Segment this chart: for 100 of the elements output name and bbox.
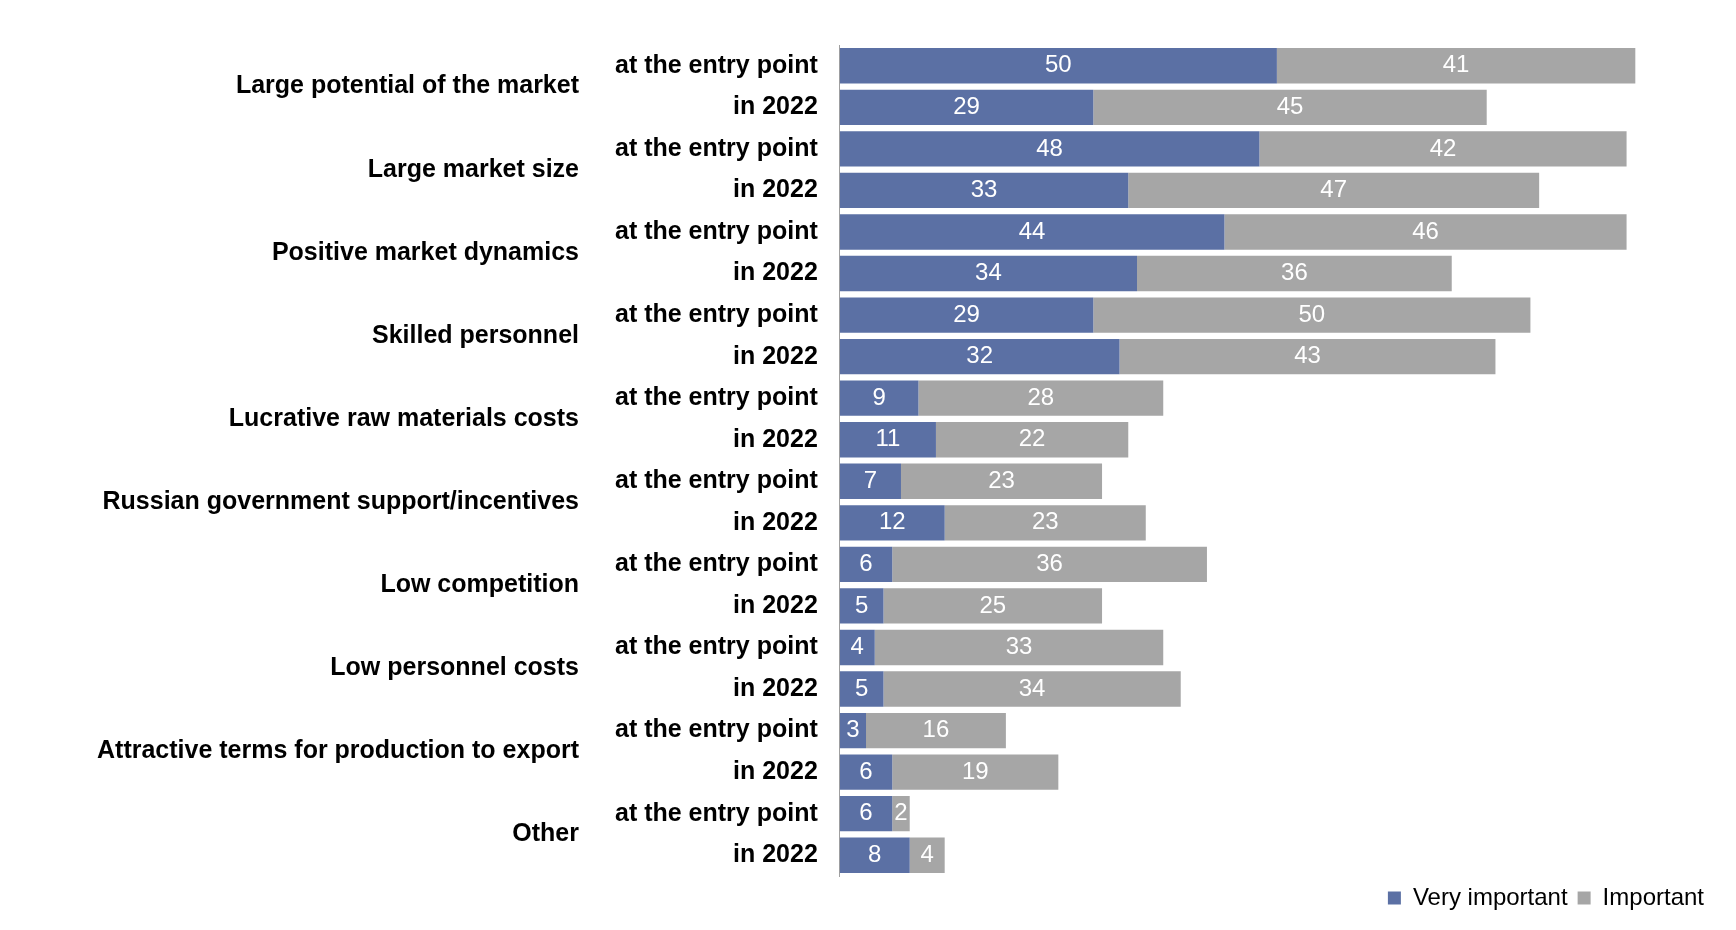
data-label: 47 bbox=[1320, 175, 1348, 203]
bar bbox=[1093, 297, 1531, 333]
bar bbox=[900, 463, 1103, 499]
y-tick-label: at the entry point bbox=[614, 714, 819, 743]
data-label: 25 bbox=[979, 590, 1007, 618]
bar bbox=[839, 754, 893, 790]
data-label: 48 bbox=[1036, 133, 1063, 161]
data-label: 41 bbox=[1442, 50, 1470, 78]
legend-label: Very important bbox=[1412, 882, 1568, 910]
bar bbox=[1128, 172, 1540, 209]
bar bbox=[839, 255, 1138, 292]
y-tick-label: at the entry point bbox=[614, 132, 819, 161]
y-tick-label: in 2022 bbox=[733, 423, 818, 452]
data-label: 34 bbox=[975, 258, 1002, 286]
text: Other bbox=[512, 818, 580, 847]
data-label: 23 bbox=[1031, 507, 1059, 535]
data-label: 36 bbox=[1036, 549, 1063, 576]
data-label: 36 bbox=[1281, 258, 1308, 286]
bar bbox=[874, 629, 1164, 666]
y-tick-label: at the entry point bbox=[614, 382, 819, 411]
legend-label: Important bbox=[1602, 882, 1705, 910]
text: Large market size bbox=[367, 153, 580, 182]
bar bbox=[892, 754, 1059, 790]
bar bbox=[839, 505, 945, 541]
bar bbox=[839, 131, 1260, 167]
data-label: 3 bbox=[846, 715, 860, 743]
y-tick-label: at the entry point bbox=[614, 298, 819, 327]
bar bbox=[839, 380, 919, 416]
data-label: 29 bbox=[953, 299, 980, 327]
data-label: 22 bbox=[1018, 424, 1046, 452]
bar bbox=[839, 297, 1094, 333]
bar bbox=[1093, 89, 1487, 125]
y-tick-label: in 2022 bbox=[733, 506, 818, 535]
data-label: 50 bbox=[1044, 50, 1072, 78]
data-label: 11 bbox=[875, 424, 901, 452]
bar bbox=[839, 671, 884, 707]
bar bbox=[839, 89, 1094, 125]
data-label: 4 bbox=[850, 632, 864, 660]
data-label: 6 bbox=[859, 549, 873, 576]
bar bbox=[1119, 338, 1496, 375]
bar bbox=[866, 712, 1006, 749]
bar bbox=[839, 48, 1277, 84]
data-label: 42 bbox=[1429, 133, 1457, 161]
y-tick-label: at the entry point bbox=[614, 465, 819, 494]
data-label: 16 bbox=[922, 715, 950, 743]
data-label: 23 bbox=[988, 465, 1015, 493]
data-label: 45 bbox=[1276, 91, 1304, 119]
bar bbox=[839, 629, 875, 666]
data-label: 32 bbox=[966, 341, 994, 369]
bar bbox=[839, 172, 1129, 209]
data-label: 43 bbox=[1294, 341, 1321, 369]
bar bbox=[883, 671, 1181, 707]
y-tick-label: at the entry point bbox=[614, 631, 819, 660]
data-label: 5 bbox=[854, 673, 869, 701]
text: Low personnel costs bbox=[330, 652, 579, 681]
data-label: 9 bbox=[872, 382, 886, 410]
data-label: 44 bbox=[1018, 216, 1046, 244]
y-tick-label: at the entry point bbox=[614, 215, 819, 244]
text: Large potential of the market bbox=[235, 70, 580, 99]
y-tick-label: in 2022 bbox=[733, 672, 818, 701]
y-tick-label: in 2022 bbox=[733, 839, 818, 868]
data-label: 19 bbox=[961, 756, 989, 784]
data-label: 33 bbox=[970, 175, 998, 203]
data-label: 29 bbox=[953, 91, 980, 119]
y-tick-label: in 2022 bbox=[733, 174, 818, 203]
data-label: 7 bbox=[863, 465, 878, 493]
text: Positive market dynamics bbox=[271, 236, 579, 265]
bar bbox=[839, 588, 884, 624]
y-tick-label: at the entry point bbox=[614, 797, 819, 826]
bar bbox=[883, 588, 1103, 624]
bar bbox=[892, 546, 1207, 583]
y-tick-label: at the entry point bbox=[614, 49, 819, 78]
bar bbox=[839, 338, 1120, 375]
bar bbox=[935, 422, 1129, 458]
data-label: 4 bbox=[920, 839, 934, 867]
bar bbox=[909, 837, 945, 873]
bar bbox=[839, 214, 1225, 250]
data-label: 34 bbox=[1018, 673, 1046, 701]
data-label: 6 bbox=[859, 756, 873, 784]
text: Russian government support/incentives bbox=[102, 485, 579, 514]
data-label: 6 bbox=[859, 798, 873, 826]
y-tick-label: in 2022 bbox=[733, 589, 818, 618]
data-label: 8 bbox=[868, 839, 882, 867]
y-tick-label: at the entry point bbox=[614, 548, 819, 577]
data-label: 28 bbox=[1027, 382, 1055, 410]
bar bbox=[839, 837, 910, 873]
y-tick-label: in 2022 bbox=[733, 257, 818, 286]
data-label: 2 bbox=[894, 798, 908, 826]
bar bbox=[839, 463, 901, 499]
bar bbox=[839, 546, 893, 583]
data-label: 5 bbox=[854, 590, 869, 618]
bar bbox=[1259, 131, 1627, 167]
text: Attractive terms for production to export bbox=[97, 735, 580, 764]
y-tick-label: in 2022 bbox=[733, 340, 818, 369]
data-label: 50 bbox=[1298, 299, 1326, 327]
data-label: 33 bbox=[1005, 632, 1033, 660]
text: Low competition bbox=[380, 569, 579, 598]
y-tick-label: in 2022 bbox=[733, 756, 818, 785]
bar bbox=[918, 380, 1164, 416]
y-tick-label: in 2022 bbox=[733, 91, 818, 120]
